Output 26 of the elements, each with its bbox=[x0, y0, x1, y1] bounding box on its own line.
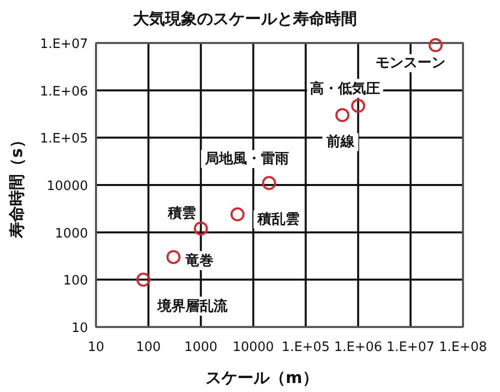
x-tick-label: 1.E+05 bbox=[282, 340, 330, 355]
x-tick-label: 10000 bbox=[232, 340, 274, 355]
annotation: モンスーン bbox=[376, 55, 446, 72]
annotation: 積雲 bbox=[166, 206, 196, 222]
annotation: 前線 bbox=[325, 134, 356, 150]
y-tick-label: 1000 bbox=[54, 226, 88, 242]
x-tick-label: 1.E+06 bbox=[334, 340, 382, 355]
annotation: 積乱雲 bbox=[256, 211, 300, 228]
y-axis-title: 寿命時間（s） bbox=[7, 132, 26, 239]
x-tick-label: 100 bbox=[136, 340, 161, 355]
x-axis-title: スケール（m） bbox=[206, 368, 318, 387]
x-tick-label: 1.E+08 bbox=[438, 340, 488, 355]
annotation: 高・低気圧 bbox=[310, 80, 380, 97]
y-tick-label: 100 bbox=[63, 274, 88, 289]
annotation: 局地風・雷雨 bbox=[204, 151, 290, 168]
y-tick-label: 1.E+07 bbox=[40, 37, 88, 52]
x-tick-label: 10 bbox=[88, 340, 104, 355]
y-tick-label: 1.E+05 bbox=[40, 132, 88, 147]
annotation: 境界層乱流 bbox=[156, 298, 228, 315]
chart-title: 大気現象のスケールと寿命時間 bbox=[133, 9, 357, 28]
x-tick-label: 1.E+07 bbox=[386, 340, 435, 355]
y-tick-label: 1.E+06 bbox=[40, 84, 88, 100]
annotation: 竜巻 bbox=[184, 252, 214, 270]
y-tick-label: 10000 bbox=[46, 179, 88, 194]
y-tick-label: 10 bbox=[71, 321, 88, 336]
x-tick-label: 1000 bbox=[184, 340, 218, 355]
